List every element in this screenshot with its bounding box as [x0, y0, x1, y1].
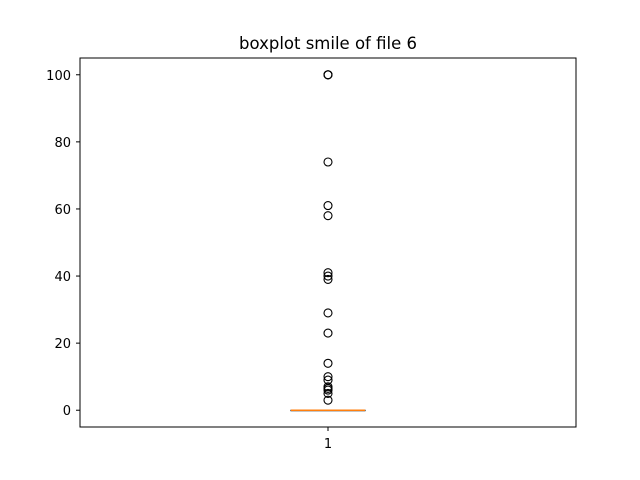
x-axis: 1 — [324, 427, 332, 452]
outlier-point — [323, 274, 333, 284]
outlier-point — [323, 70, 333, 80]
y-axis: 0 20 40 60 80 100 — [46, 69, 80, 419]
chart-title: boxplot smile of file 6 — [239, 34, 417, 53]
outliers — [323, 70, 333, 405]
x-tick-label: 1 — [324, 437, 332, 452]
outlier-point — [323, 308, 333, 318]
outlier-point — [323, 395, 333, 405]
y-tick-label: 40 — [54, 270, 71, 285]
outlier-point — [323, 201, 333, 211]
y-tick-label: 20 — [54, 337, 71, 352]
outlier-point — [323, 375, 333, 385]
outlier-point — [323, 157, 333, 167]
plot-frame — [79, 57, 577, 428]
outlier-point — [323, 372, 333, 382]
box-element — [290, 409, 366, 412]
y-tick-label: 0 — [63, 404, 71, 419]
outlier-point — [323, 328, 333, 338]
outlier-point — [323, 211, 333, 221]
outlier-point — [323, 358, 333, 368]
y-tick-label: 80 — [54, 136, 71, 151]
outlier-point — [323, 388, 333, 399]
y-tick-label: 100 — [46, 69, 71, 84]
y-tick-label: 60 — [54, 203, 71, 218]
outlier-point — [323, 268, 333, 278]
outlier-point — [323, 382, 333, 392]
outlier-point — [323, 271, 333, 281]
